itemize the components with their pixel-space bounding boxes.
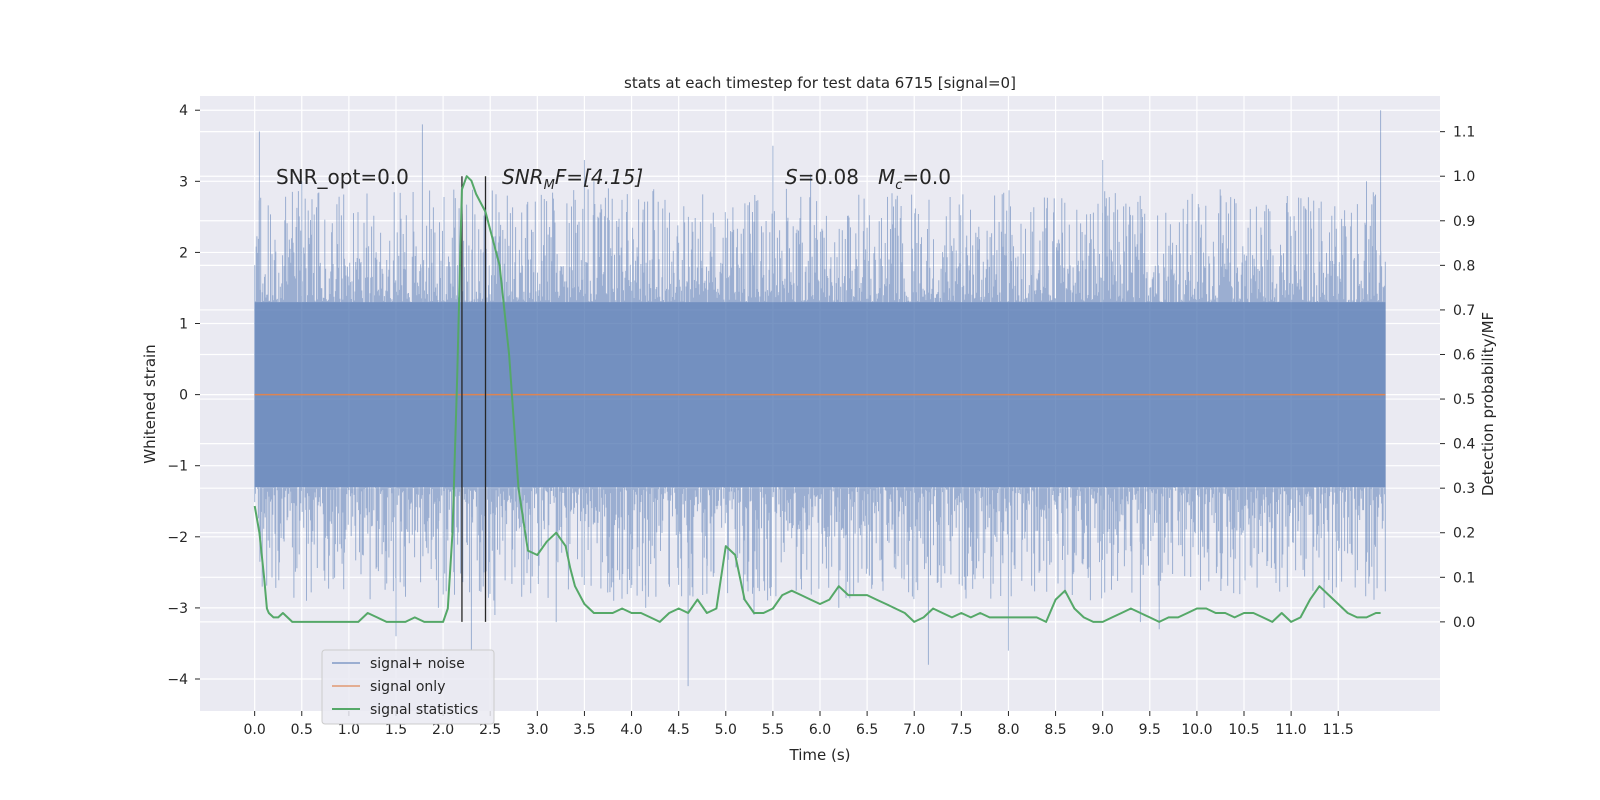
x-tick-label: 9.0 <box>1092 722 1114 738</box>
y-right-tick-label: 1.0 <box>1453 169 1475 185</box>
x-tick-label: 5.0 <box>715 722 737 738</box>
y-tick-label: 4 <box>179 103 188 119</box>
y-tick-label: 1 <box>179 317 188 333</box>
x-tick-label: 1.0 <box>338 722 360 738</box>
x-tick-label: 4.0 <box>620 722 642 738</box>
y-tick-label: 2 <box>179 245 188 261</box>
y-right-tick-label: 0.4 <box>1453 437 1475 453</box>
x-tick-label: 0.0 <box>244 722 266 738</box>
s-label: S <box>785 165 798 189</box>
series-signal-statistics <box>253 175 1381 623</box>
x-tick-label: 5.5 <box>762 722 784 738</box>
x-tick-label: 8.0 <box>997 722 1019 738</box>
x-tick-label: 1.5 <box>385 722 407 738</box>
y-right-tick-label: 0.5 <box>1453 392 1475 408</box>
vertical-markers <box>461 176 487 622</box>
x-tick-label: 6.0 <box>809 722 831 738</box>
s-value: =0.08 <box>798 165 859 189</box>
x-tick-label: 11.5 <box>1323 722 1354 738</box>
mc-value: =0.0 <box>902 165 951 189</box>
x-tick-label: 0.5 <box>291 722 313 738</box>
y-right-tick-label: 0.9 <box>1453 214 1475 230</box>
y-right-tick-label: 0.1 <box>1453 570 1475 586</box>
x-tick-label: 11.0 <box>1276 722 1307 738</box>
y-tick-label: −1 <box>167 459 188 475</box>
y-right-tick-label: 0.6 <box>1453 347 1475 363</box>
y-right-tick-label: 0.8 <box>1453 258 1475 274</box>
legend-label-signal-statistics: signal statistics <box>370 702 478 718</box>
x-tick-label: 2.0 <box>432 722 454 738</box>
snr-mf-sub: M <box>544 178 555 193</box>
snr-mf-rest: F=[4.15] <box>555 165 643 189</box>
snr-opt-annotation: SNR_opt=0.0 <box>276 165 409 189</box>
x-tick-label: 8.5 <box>1044 722 1066 738</box>
x-tick-label: 10.0 <box>1181 722 1212 738</box>
y-right-tick-label: 0.3 <box>1453 481 1475 497</box>
y-tick-label: −4 <box>167 672 188 688</box>
legend-label-signal-noise: signal+ noise <box>370 656 465 672</box>
s-annotation: S=0.08 <box>785 165 859 189</box>
chart-title: stats at each timestep for test data 671… <box>624 74 1016 92</box>
axis-ticks: 0.0 0.5 1.0 1.5 2.0 2.5 3.0 3.5 4.0 4.5 5.0 5.5 6.0 6… <box>167 103 1475 738</box>
x-tick-label: 3.5 <box>573 722 595 738</box>
x-tick-label: 10.5 <box>1228 722 1259 738</box>
x-tick-label: 3.0 <box>526 722 548 738</box>
legend: signal+ noise signal only signal statist… <box>321 649 495 725</box>
signal-statistics-line <box>253 175 1381 623</box>
x-tick-label: 4.5 <box>668 722 690 738</box>
x-tick-label: 7.5 <box>950 722 972 738</box>
x-tick-label: 9.5 <box>1139 722 1161 738</box>
y-right-tick-label: 0.7 <box>1453 303 1475 319</box>
mc-label: M <box>878 165 895 189</box>
y-axis-right-label: Detection probability/MF <box>1479 312 1497 496</box>
x-tick-label: 2.5 <box>479 722 501 738</box>
x-axis-label: Time (s) <box>789 746 851 764</box>
y-right-tick-label: 0.0 <box>1453 615 1475 631</box>
snr-mf-main: SNR <box>502 165 544 189</box>
y-tick-label: 3 <box>179 174 188 190</box>
x-tick-label: 6.5 <box>856 722 878 738</box>
y-axis-label: Whitened strain <box>141 344 159 463</box>
snr-mf-annotation: SNRMF=[4.15] <box>502 165 643 193</box>
mc-sub: c <box>895 178 902 193</box>
y-tick-label: −3 <box>167 601 188 617</box>
legend-label-signal-only: signal only <box>370 679 445 695</box>
y-right-tick-label: 1.1 <box>1453 125 1475 141</box>
x-tick-label: 7.0 <box>903 722 925 738</box>
y-right-tick-label: 0.2 <box>1453 526 1475 542</box>
legend-box <box>321 649 495 725</box>
y-tick-label: 0 <box>179 388 188 404</box>
y-tick-label: −2 <box>167 530 188 546</box>
mc-annotation: Mc=0.0 <box>878 165 951 193</box>
